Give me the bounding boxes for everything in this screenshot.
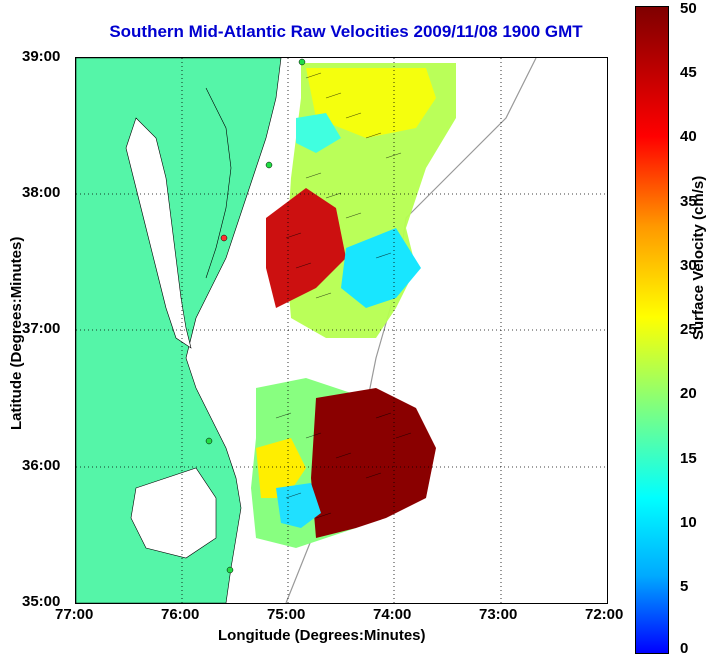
colorbar-tick: 0: [680, 640, 689, 657]
map-title: Southern Mid-Atlantic Raw Velocities 200…: [109, 22, 583, 41]
lat-tick: 37:00: [22, 320, 61, 337]
station-marker: [298, 58, 306, 66]
colorbar-tick: 25: [680, 321, 697, 338]
station-marker: [265, 161, 273, 169]
lon-tick: 76:00: [161, 606, 200, 623]
colorbar-tick: 15: [680, 450, 697, 467]
lat-tick: 35:00: [22, 593, 61, 610]
colorbar-tick: 10: [680, 514, 697, 531]
lon-tick: 73:00: [479, 606, 518, 623]
lat-tick: 39:00: [22, 48, 61, 65]
station-marker: [226, 566, 234, 574]
lat-tick: 36:00: [22, 457, 61, 474]
lat-tick: 38:00: [22, 184, 61, 201]
map-plot-area: [75, 57, 608, 604]
colorbar-tick: 35: [680, 193, 697, 210]
colorbar-tick: 40: [680, 128, 697, 145]
velocity-field-north-cyan-2: [296, 113, 341, 153]
x-axis-label: Longitude (Degrees:Minutes): [218, 627, 426, 644]
lon-tick: 75:00: [267, 606, 306, 623]
delmarva-shore: [205, 87, 232, 279]
velocity-field-south-cyan: [276, 483, 321, 528]
station-marker: [205, 437, 213, 445]
velocity-field-north-cyan: [341, 228, 421, 308]
colorbar-tick: 5: [680, 578, 689, 595]
velocity-field-north-yellow: [306, 68, 436, 138]
colorbar-tick: 50: [680, 0, 697, 17]
velocity-field-south-darkred: [311, 388, 436, 538]
velocity-field-north-red: [266, 188, 346, 308]
map-svg: [76, 58, 607, 603]
map-grid: [76, 58, 607, 603]
station-marker: [220, 234, 228, 242]
lon-tick: 77:00: [55, 606, 94, 623]
velocity-vectors: [275, 72, 412, 519]
colorbar: [635, 6, 669, 654]
lon-tick: 74:00: [373, 606, 412, 623]
colorbar-tick: 45: [680, 64, 697, 81]
pamlico-sound: [130, 467, 217, 559]
lon-tick: 72:00: [585, 606, 624, 623]
colorbar-tick: 20: [680, 385, 697, 402]
velocity-field-south-yellow: [256, 438, 306, 498]
colorbar-tick: 30: [680, 257, 697, 274]
chesapeake-bay: [125, 117, 192, 349]
